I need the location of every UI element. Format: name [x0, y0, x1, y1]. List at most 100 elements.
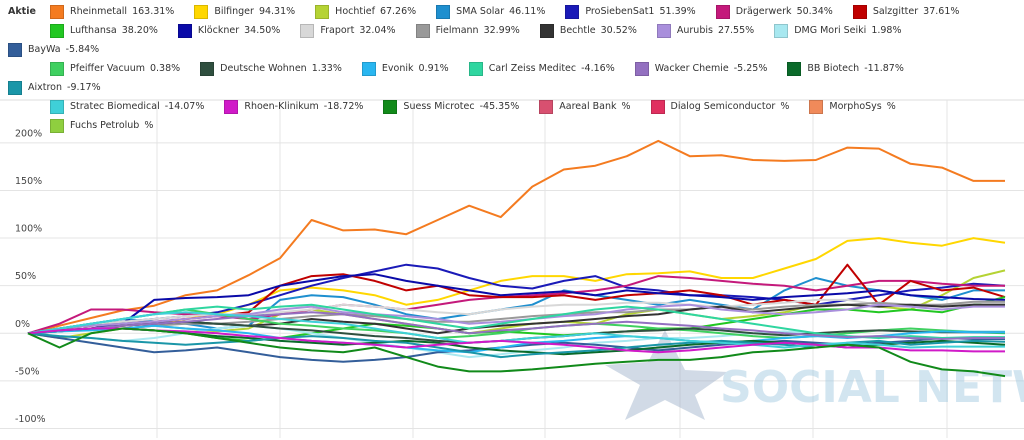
legend-item: DMG Mori Seiki 1.98%: [774, 21, 902, 40]
series-line: [27, 273, 1006, 335]
legend-item: BayWa -5.84%: [8, 40, 99, 59]
legend-swatch: [468, 61, 483, 76]
series-line: [27, 327, 1005, 354]
watermark-star: [605, 330, 728, 420]
legend-change: 38.20%: [121, 25, 158, 36]
legend-name: Dialog Semiconductor: [670, 101, 776, 112]
legend-item: SMA Solar 46.11%: [436, 2, 545, 21]
legend-item: BB Biotech -11.87%: [787, 59, 904, 78]
y-tick-label: 200%: [15, 128, 42, 139]
legend-name: Rhoen-Klinikum: [244, 101, 319, 112]
legend-swatch: [177, 23, 192, 38]
legend-swatch: [50, 23, 64, 38]
legend-item: Fuchs Petrolub%: [50, 116, 153, 135]
legend-name: Aurubis: [676, 25, 713, 36]
legend-change: %: [886, 101, 896, 112]
legend-indent: [8, 59, 50, 78]
legend-item: Aurubis 27.55%: [656, 21, 754, 40]
legend-change: 32.99%: [483, 25, 520, 36]
legend-name: Salzgitter: [872, 6, 919, 17]
y-tick-label: 100%: [15, 224, 42, 235]
legend-swatch: [436, 4, 451, 19]
legend-change: -11.87%: [864, 63, 904, 74]
legend-name: Pfeiffer Vacuum: [70, 63, 145, 74]
legend-change: -5.25%: [733, 63, 768, 74]
legend: Aktie Rheinmetall 163.31% Bilfinger 94.31% H…: [8, 2, 1018, 135]
legend-swatch: [774, 23, 789, 38]
legend-item: Fraport 32.04%: [300, 21, 396, 40]
legend-name: Aixtron: [28, 82, 63, 93]
legend-title: Aktie: [8, 6, 36, 17]
legend-swatch: [200, 61, 215, 76]
legend-name: Fraport: [320, 25, 355, 36]
legend-swatch: [8, 42, 22, 57]
legend-name: Drägerwerk: [735, 6, 792, 17]
legend-item: Wacker Chemie -5.25%: [634, 59, 768, 78]
legend-item: Carl Zeiss Meditec -4.16%: [468, 59, 615, 78]
legend-change: -14.07%: [164, 101, 205, 112]
legend-item: Drägerwerk 50.34%: [715, 2, 833, 21]
legend-swatch: [656, 23, 671, 38]
legend-change: 50.34%: [796, 6, 833, 17]
legend-item: Bechtle 30.52%: [539, 21, 637, 40]
lines: [27, 139, 1006, 378]
series-line: [27, 308, 1006, 339]
legend-swatch: [415, 23, 430, 38]
legend-swatch: [8, 80, 22, 95]
y-tick-label: -100%: [15, 414, 46, 425]
legend-swatch: [50, 118, 64, 133]
legend-name: Carl Zeiss Meditec: [488, 63, 577, 74]
legend-swatch: [565, 4, 580, 19]
legend-name: Evonik: [381, 63, 414, 74]
legend-indent: [8, 21, 50, 40]
legend-name: ProSiebenSat1: [585, 6, 655, 17]
legend-swatch: [50, 4, 64, 19]
legend-name: BB Biotech: [807, 63, 860, 74]
legend-item: ProSiebenSat1 51.39%: [565, 2, 696, 21]
legend-change: -5.84%: [65, 44, 100, 55]
legend-change: 30.52%: [600, 25, 637, 36]
legend-name: Bilfinger: [214, 6, 254, 17]
legend-change: 0.91%: [418, 63, 449, 74]
legend-name: MorphoSys: [829, 101, 882, 112]
legend-item: MorphoSys%: [809, 97, 896, 116]
legend-name: Lufthansa: [70, 25, 117, 36]
legend-change: %: [621, 101, 631, 112]
legend-item: Fielmann 32.99%: [415, 21, 520, 40]
legend-name: Stratec Biomedical: [70, 101, 160, 112]
legend-change: 163.31%: [132, 6, 175, 17]
legend-change: 1.98%: [871, 25, 902, 36]
legend-item: Rhoen-Klinikum -18.72%: [224, 97, 363, 116]
legend-item: Lufthansa 38.20%: [50, 21, 158, 40]
legend-item: Stratec Biomedical -14.07%: [50, 97, 204, 116]
legend-name: Aareal Bank: [559, 101, 617, 112]
legend-name: DMG Mori Seiki: [794, 25, 867, 36]
y-tick-label: -50%: [15, 366, 40, 377]
legend-swatch: [361, 61, 376, 76]
legend-change: -4.16%: [581, 63, 615, 74]
legend-name: Hochtief: [335, 6, 375, 17]
legend-name: Klöckner: [197, 25, 240, 36]
series-line: [27, 298, 1005, 335]
legend-change: 51.39%: [659, 6, 696, 17]
legend-name: Rheinmetall: [70, 6, 128, 17]
legend-swatch: [383, 99, 398, 114]
watermark-text: SOCIAL NETWORK: [720, 362, 1024, 413]
legend-item: Pfeiffer Vacuum 0.38%: [50, 59, 180, 78]
legend-swatch: [50, 99, 64, 114]
legend-swatch: [809, 99, 824, 114]
legend-item: Bilfinger 94.31%: [194, 2, 295, 21]
legend-change: -45.35%: [479, 101, 520, 112]
legend-name: BayWa: [28, 44, 61, 55]
legend-swatch: [315, 4, 330, 19]
legend-item: Aixtron -9.17%: [8, 78, 101, 97]
legend-swatch: [50, 61, 64, 76]
legend-change: 34.50%: [244, 25, 281, 36]
legend-name: Bechtle: [559, 25, 596, 36]
legend-swatch: [224, 99, 239, 114]
legend-change: 46.11%: [509, 6, 546, 17]
legend-swatch: [300, 23, 315, 38]
legend-swatch: [715, 4, 730, 19]
legend-change: 94.31%: [258, 6, 296, 17]
